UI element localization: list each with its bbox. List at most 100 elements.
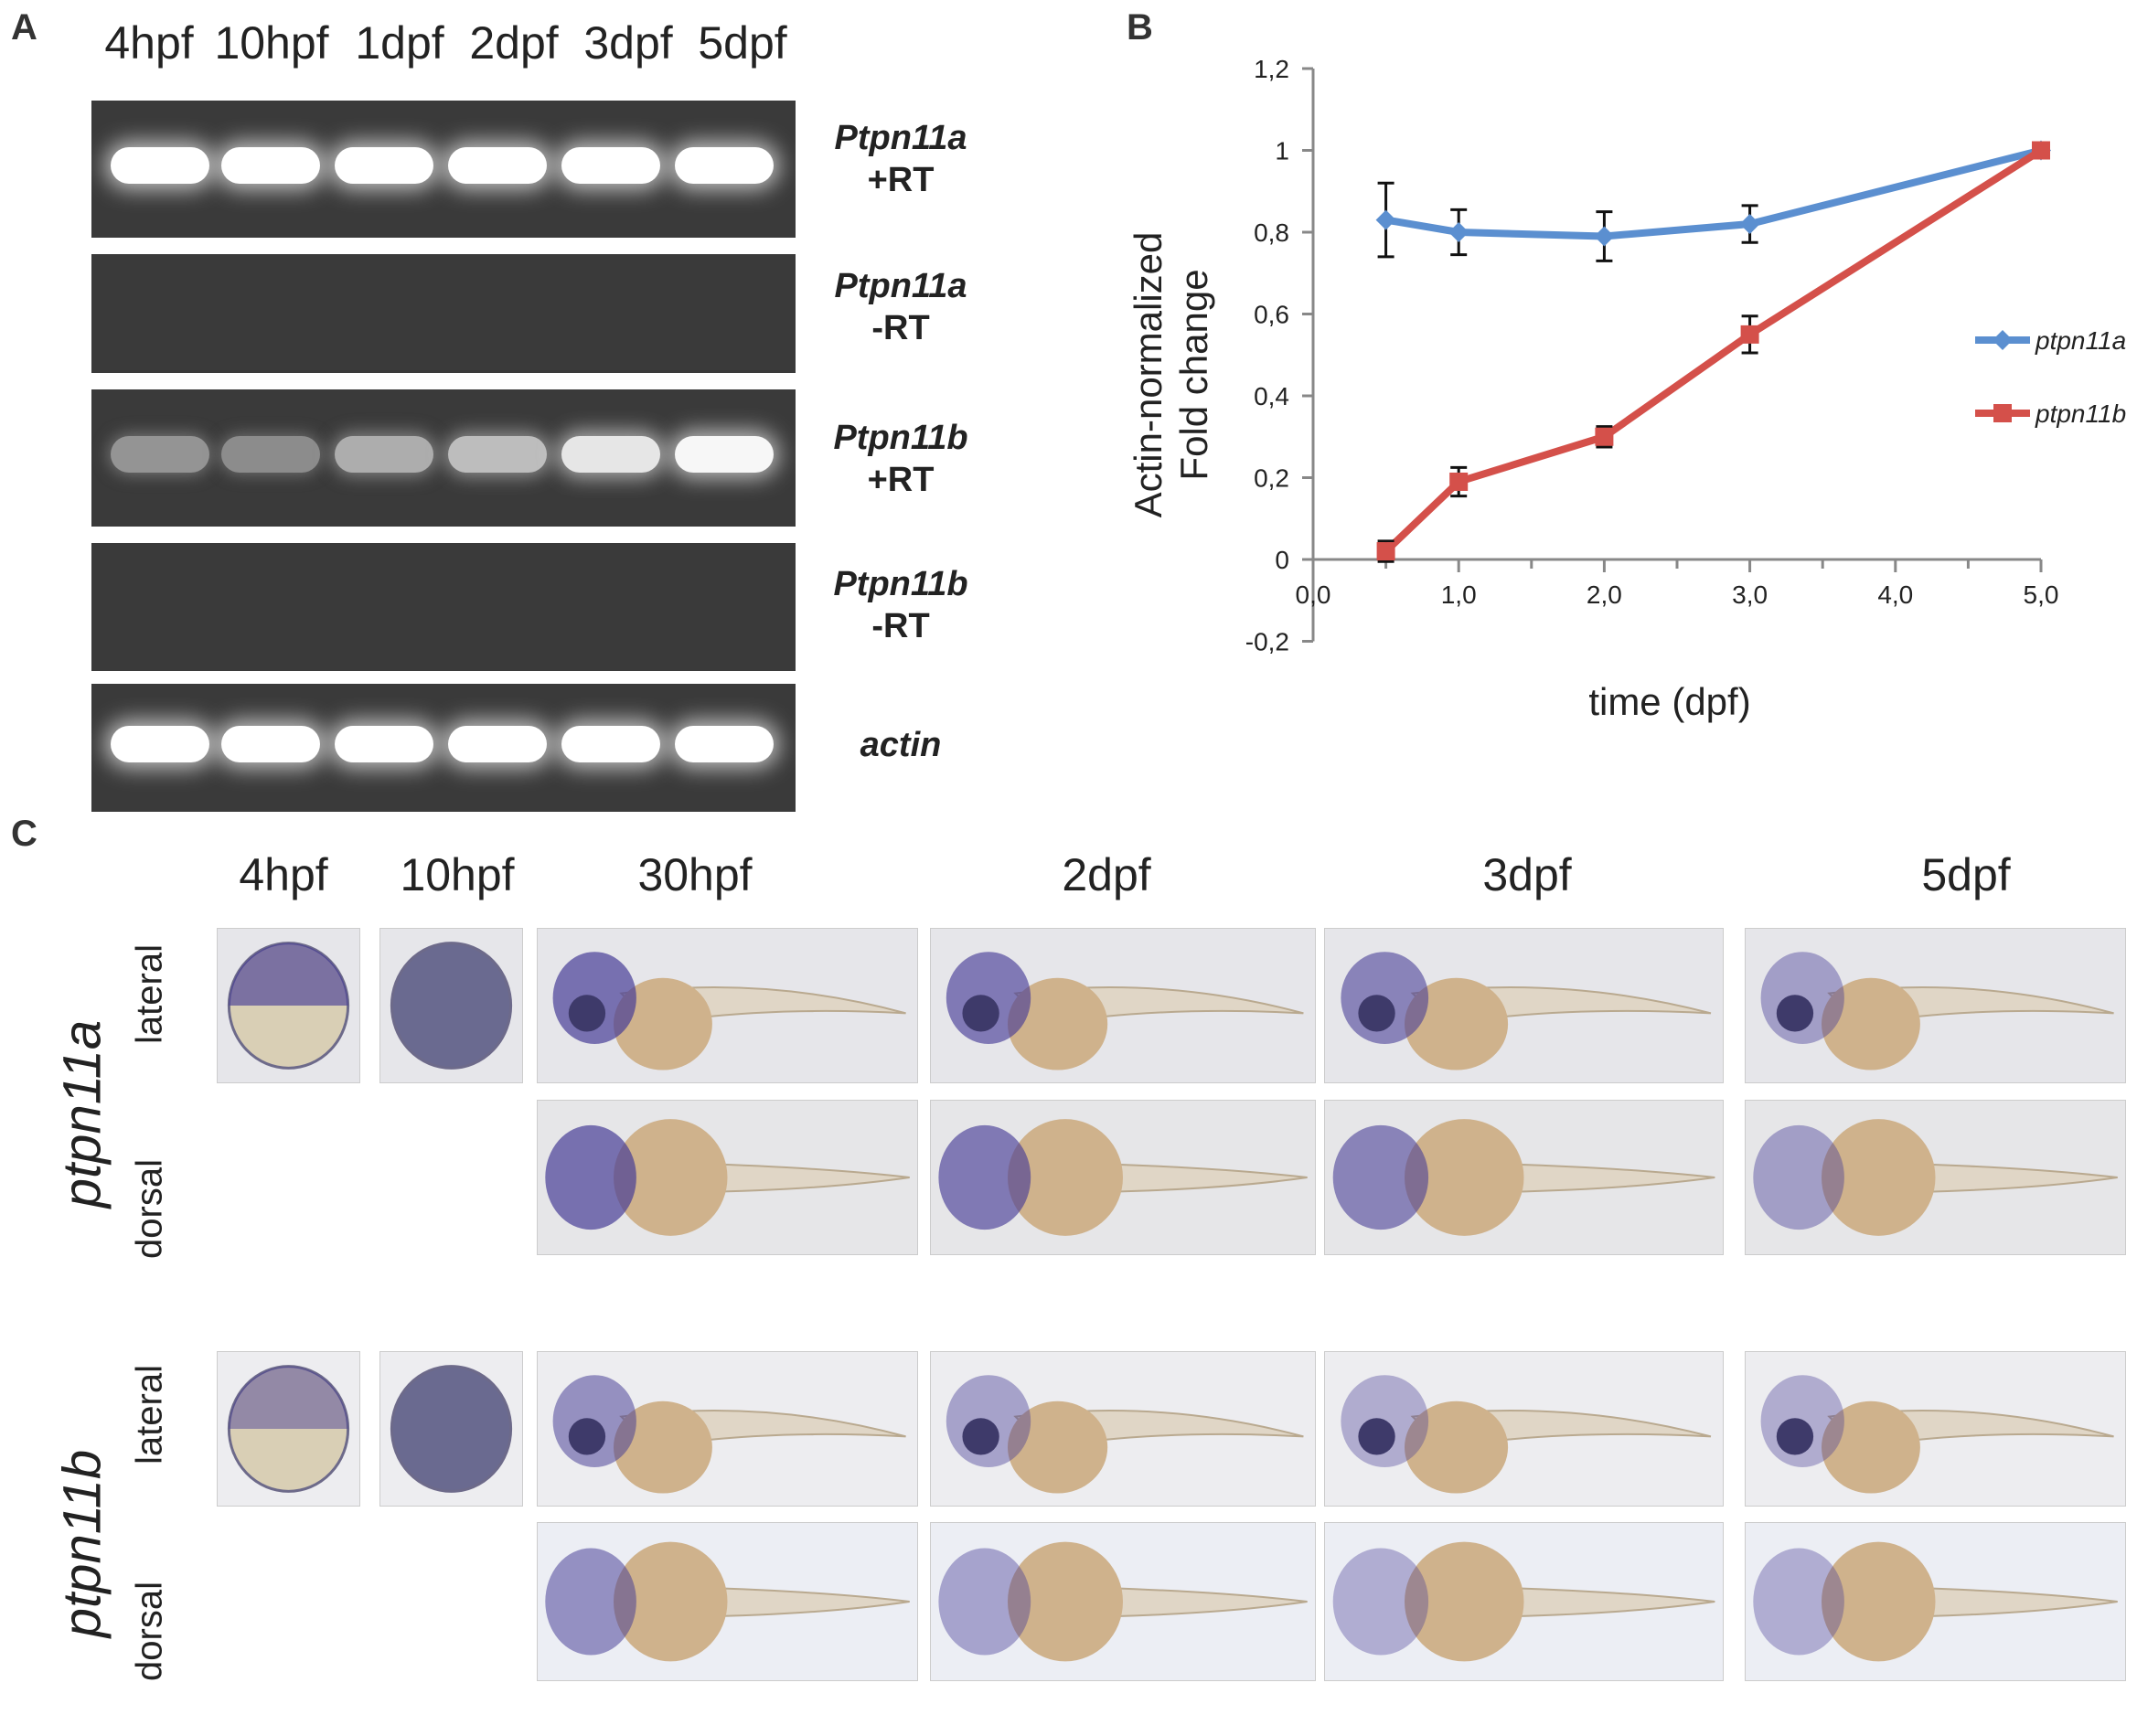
stage-label: 4hpf xyxy=(239,849,328,900)
x-tick-label: 5,0 xyxy=(2024,580,2059,609)
gel-lane-label: 3dpf xyxy=(583,17,673,69)
gel-band xyxy=(335,147,433,184)
ish-photo-ptpn11b-lateral xyxy=(537,1351,918,1507)
gel-row-label: Ptpn11a -RT xyxy=(834,267,967,347)
gel-lane-label: 4hpf xyxy=(104,17,194,69)
data-point xyxy=(1739,214,1760,235)
ish-photo-ptpn11b-lateral xyxy=(217,1351,360,1507)
gel-row-label: Ptpn11b +RT xyxy=(833,419,968,499)
y-tick-label: 1,2 xyxy=(1254,55,1289,83)
gel-lane-label: 5dpf xyxy=(698,17,787,69)
gel-band xyxy=(111,726,209,762)
gel-lane-label: 1dpf xyxy=(355,17,444,69)
ish-photo-ptpn11a-dorsal xyxy=(537,1100,918,1255)
data-point xyxy=(1448,222,1469,242)
ish-photo-ptpn11b-dorsal xyxy=(1745,1522,2126,1681)
x-axis-label: time (dpf) xyxy=(1588,680,1750,723)
ish-photo-ptpn11a-lateral xyxy=(1324,928,1724,1083)
data-point xyxy=(1375,209,1396,230)
data-point xyxy=(1594,226,1615,247)
ish-photo-ptpn11a-lateral xyxy=(1745,928,2126,1083)
ish-photo-ptpn11a-lateral xyxy=(217,928,360,1083)
stage-label: 2dpf xyxy=(1062,849,1151,900)
panel-letter-b: B xyxy=(1127,7,1153,48)
gel-band xyxy=(448,436,547,473)
data-point xyxy=(1449,472,1469,491)
series-line-ptpn11b xyxy=(1382,146,2045,556)
gel-band xyxy=(335,436,433,473)
y-tick-label: 0,6 xyxy=(1254,301,1289,329)
ish-photo-ptpn11b-dorsal xyxy=(930,1522,1316,1681)
ish-photo-ptpn11a-dorsal xyxy=(1324,1100,1724,1255)
ish-photo-ptpn11b-lateral xyxy=(1745,1351,2126,1507)
gene-label: ptpn11b xyxy=(52,1449,112,1638)
gel-row-label: actin xyxy=(860,726,942,764)
gel-row xyxy=(91,389,796,527)
ish-photo-ptpn11a-dorsal xyxy=(930,1100,1316,1255)
gel-band xyxy=(448,726,547,762)
legend-marker xyxy=(1993,330,2013,350)
gel-row-label: Ptpn11a +RT xyxy=(834,119,967,199)
ish-photo-ptpn11a-lateral xyxy=(379,928,523,1083)
view-label: dorsal xyxy=(129,1159,170,1259)
x-tick-label: 2,0 xyxy=(1587,580,1622,609)
panel-letter-c: C xyxy=(11,814,37,854)
data-point xyxy=(1740,325,1759,344)
gel-band xyxy=(561,436,660,473)
legend-label: ptpn11b xyxy=(2035,399,2126,428)
stage-label: 5dpf xyxy=(1921,849,2011,900)
gel-lane-label: 2dpf xyxy=(469,17,559,69)
gel-band xyxy=(221,726,320,762)
gel-band xyxy=(221,147,320,184)
panel-letter-a: A xyxy=(11,7,37,48)
ish-photo-ptpn11a-lateral xyxy=(930,928,1316,1083)
gel-band xyxy=(111,147,209,184)
y-tick-label: 0 xyxy=(1275,546,1289,574)
gel-band xyxy=(448,147,547,184)
gel-band xyxy=(221,436,320,473)
gel-band xyxy=(675,436,774,473)
gel-band xyxy=(675,147,774,184)
y-axis-label: Fold change xyxy=(1172,269,1215,480)
y-tick-label: -0,2 xyxy=(1245,628,1289,656)
legend-label: ptpn11a xyxy=(2035,326,2126,355)
y-tick-label: 0,2 xyxy=(1254,464,1289,493)
y-axis-label: Actin-normalized xyxy=(1127,232,1170,518)
data-point xyxy=(1595,427,1614,446)
ish-photo-ptpn11a-dorsal xyxy=(1745,1100,2126,1255)
gel-row xyxy=(91,684,796,812)
gel-band xyxy=(675,726,774,762)
gel-row xyxy=(91,543,796,671)
view-label: lateral xyxy=(129,944,170,1044)
x-tick-label: 1,0 xyxy=(1441,580,1477,609)
x-tick-label: 0,0 xyxy=(1296,580,1331,609)
x-tick-label: 3,0 xyxy=(1732,580,1768,609)
gel-band xyxy=(561,726,660,762)
data-point xyxy=(2032,141,2050,160)
view-label: dorsal xyxy=(129,1582,170,1681)
view-label: lateral xyxy=(129,1365,170,1464)
y-tick-label: 0,8 xyxy=(1254,218,1289,247)
gel-band xyxy=(111,436,209,473)
line-chart: -0,200,20,40,60,811,20,0 1,0 2,0 3,0 4,0 5,0 … xyxy=(1127,55,2126,723)
gel-band xyxy=(561,147,660,184)
gel-row-label: Ptpn11b -RT xyxy=(833,565,968,645)
stage-label: 3dpf xyxy=(1482,849,1572,900)
ish-photo-ptpn11b-dorsal xyxy=(537,1522,918,1681)
y-tick-label: 1 xyxy=(1275,137,1289,165)
gel-row xyxy=(91,101,796,238)
series-line-ptpn11a xyxy=(1382,146,2045,240)
data-point xyxy=(1376,542,1395,561)
y-tick-label: 0,4 xyxy=(1254,382,1289,410)
legend-marker xyxy=(1993,404,2012,422)
x-tick-label: 4,0 xyxy=(1877,580,1913,609)
ish-photo-ptpn11b-lateral xyxy=(1324,1351,1724,1507)
gel-lane-label: 10hpf xyxy=(214,17,329,69)
gene-label: ptpn11a xyxy=(52,1019,112,1209)
gel-band xyxy=(335,726,433,762)
ish-photo-ptpn11b-dorsal xyxy=(1324,1522,1724,1681)
stage-label: 30hpf xyxy=(637,849,753,900)
stage-label: 10hpf xyxy=(400,849,515,900)
gel-row xyxy=(91,254,796,373)
ish-photo-ptpn11b-lateral xyxy=(930,1351,1316,1507)
